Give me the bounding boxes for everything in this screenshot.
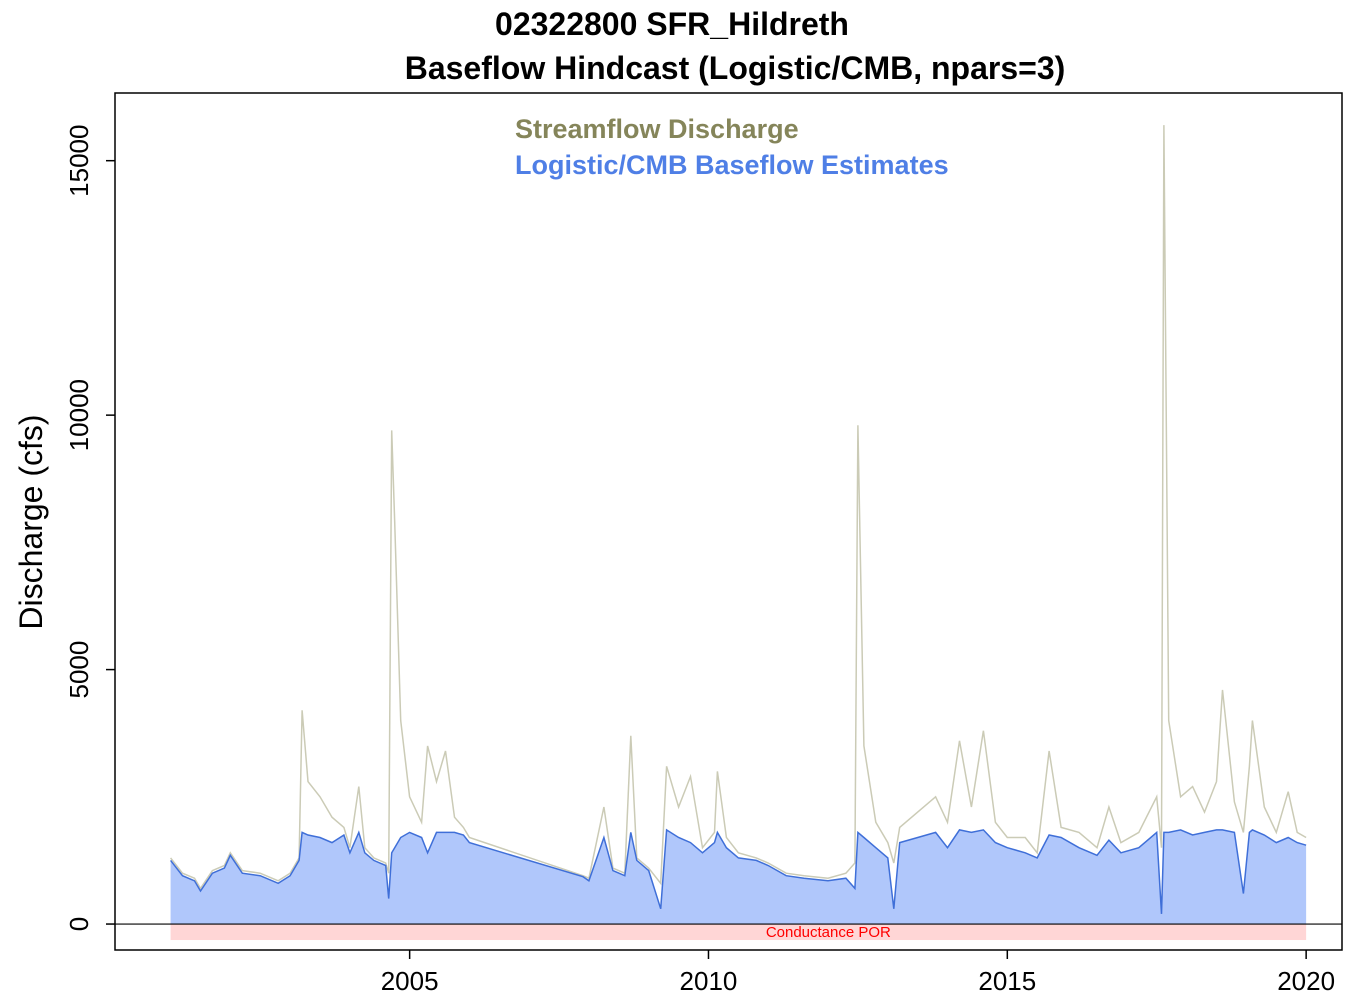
y-tick-label: 10000: [64, 379, 94, 451]
x-tick-label: 2005: [381, 966, 439, 996]
y-tick-label: 5000: [64, 641, 94, 699]
legend-entry: Logistic/CMB Baseflow Estimates: [515, 150, 949, 180]
plot-frame: [114, 92, 1343, 951]
por-band: [170, 924, 1307, 941]
por-label: Conductance POR: [766, 924, 891, 941]
chart-title: 02322800 SFR_Hildreth: [495, 6, 849, 42]
baseflow-line: [170, 828, 1307, 914]
streamflow-line: [170, 125, 1307, 890]
chart-subtitle: Baseflow Hindcast (Logistic/CMB, npars=3…: [405, 50, 1066, 86]
y-tick-label: 15000: [64, 125, 94, 197]
legend-entry: Streamflow Discharge: [515, 114, 799, 144]
x-tick-label: 2015: [978, 966, 1036, 996]
baseflow-area: [170, 829, 1307, 925]
y-tick-label: 0: [64, 917, 94, 931]
x-tick-label: 2010: [680, 966, 738, 996]
x-tick-label: 2020: [1277, 966, 1335, 996]
y-axis-label: Discharge (cfs): [13, 414, 49, 629]
